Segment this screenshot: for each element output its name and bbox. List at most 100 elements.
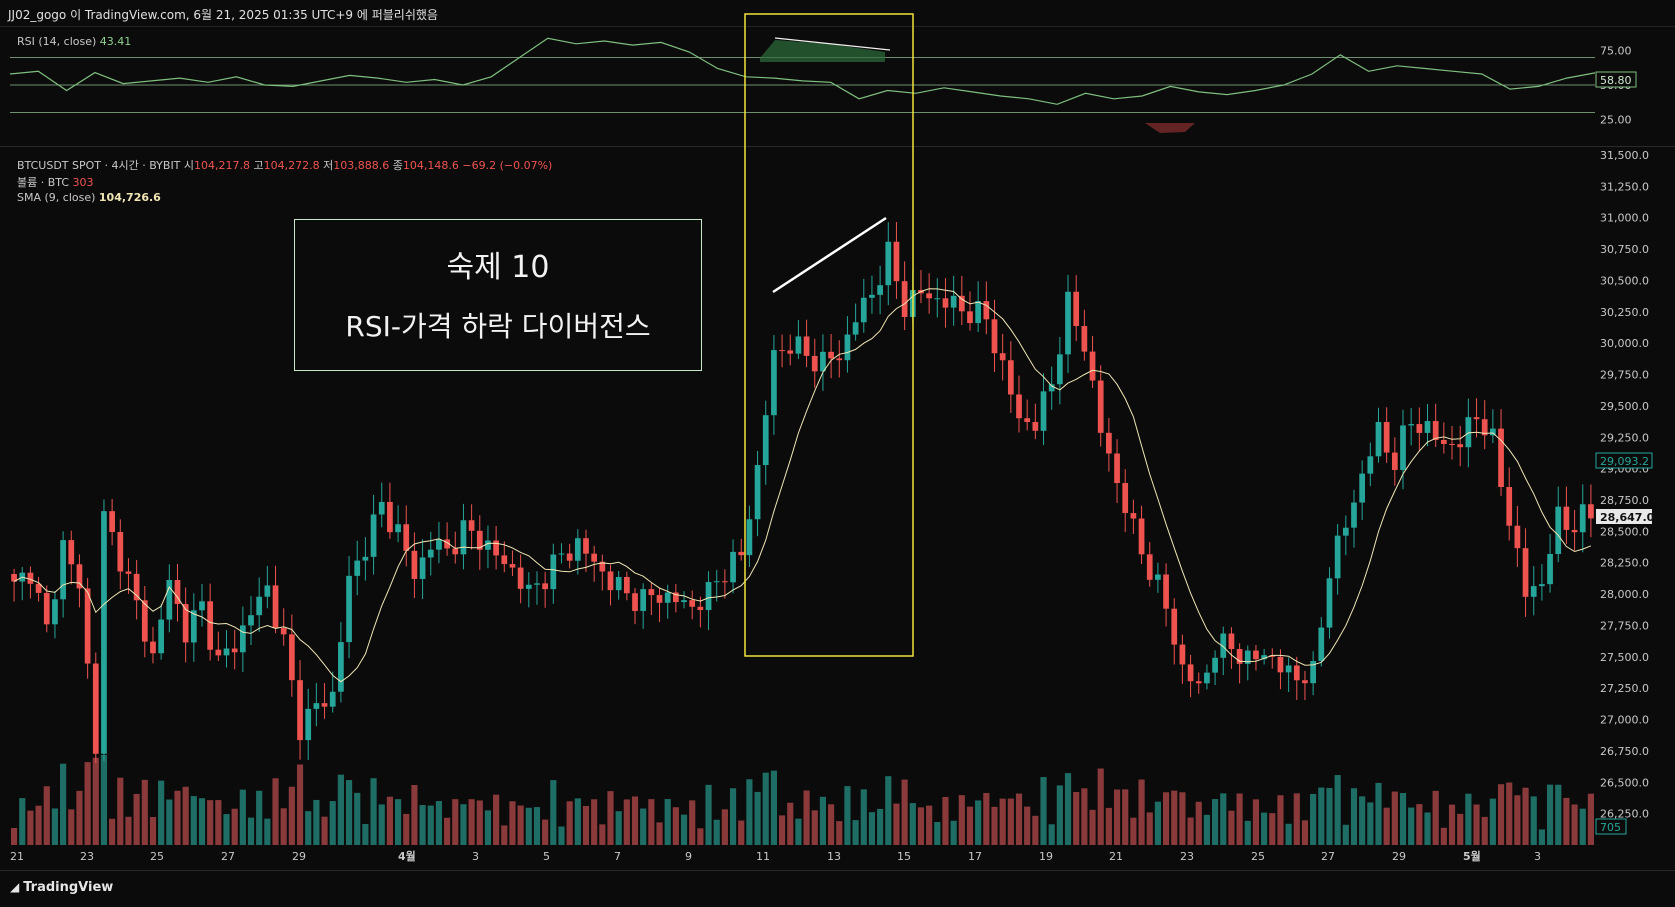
candle-body bbox=[43, 592, 50, 625]
price-y-tick: 26,250.0 bbox=[1600, 808, 1649, 821]
candle-body bbox=[264, 585, 271, 597]
volume-bar bbox=[672, 807, 679, 845]
rsi-y-tick: 25.00 bbox=[1600, 113, 1632, 126]
candle-body bbox=[1065, 291, 1071, 355]
volume-bar bbox=[125, 816, 132, 845]
candle-body bbox=[1457, 444, 1464, 448]
annotation-box[interactable]: 숙제 10 RSI-가격 하락 다이버전스 bbox=[294, 219, 702, 371]
volume-bar bbox=[1261, 812, 1268, 845]
price-y-tick: 26,500.0 bbox=[1600, 776, 1649, 789]
candle-body bbox=[321, 703, 328, 707]
candle-body bbox=[117, 532, 124, 572]
candle-body bbox=[803, 336, 810, 356]
divergence-highlight-box bbox=[744, 13, 914, 657]
candle-body bbox=[958, 295, 965, 312]
tradingview-brand-label: TradingView bbox=[23, 880, 114, 895]
low-label: 저 bbox=[323, 159, 334, 172]
rsi-last-value-box bbox=[1595, 71, 1637, 88]
candle-body bbox=[1367, 456, 1374, 474]
volume-bar bbox=[1301, 820, 1309, 845]
volume-bar bbox=[378, 804, 385, 845]
rsi-last-value-label: 58.80 bbox=[1600, 74, 1632, 87]
volume-bar bbox=[60, 763, 67, 845]
volume-bar bbox=[370, 778, 377, 845]
volume-bar bbox=[264, 818, 271, 845]
volume-bar bbox=[958, 795, 965, 845]
candle-body bbox=[1253, 650, 1259, 660]
candle-body bbox=[468, 520, 475, 531]
volume-bar bbox=[1064, 773, 1072, 845]
volume-bar bbox=[215, 800, 222, 845]
candle-body bbox=[517, 567, 524, 589]
price-y-tick: 26,750.0 bbox=[1600, 745, 1649, 758]
volume-bar bbox=[1236, 793, 1243, 845]
candle-body bbox=[926, 293, 932, 299]
publish-header: JJ02_gogo 이 TradingView.com, 6월 21, 2025… bbox=[8, 8, 438, 22]
volume-bar bbox=[100, 755, 108, 845]
candle-body bbox=[133, 573, 140, 601]
x-axis-tick: 3 bbox=[472, 850, 479, 863]
candle-body bbox=[1106, 432, 1112, 454]
volume-bar bbox=[329, 801, 336, 845]
x-axis-divider bbox=[0, 870, 1675, 871]
candle-body bbox=[215, 649, 222, 656]
candle-body bbox=[558, 553, 565, 555]
volume-bar bbox=[1334, 775, 1341, 845]
volume-bar bbox=[1391, 791, 1398, 845]
candle-body bbox=[934, 298, 941, 300]
candle-body bbox=[1383, 422, 1390, 453]
x-axis-tick: 23 bbox=[80, 850, 94, 863]
candle-body bbox=[27, 572, 34, 584]
volume-bar bbox=[1342, 824, 1349, 845]
volume-bar bbox=[1285, 823, 1292, 845]
candle-body bbox=[648, 589, 655, 596]
volume-bar bbox=[770, 770, 777, 845]
candle-body bbox=[190, 610, 197, 643]
candle-body bbox=[289, 634, 295, 681]
volume-bar bbox=[419, 805, 426, 845]
change-value: −69.2 (−0.07%) bbox=[462, 159, 553, 172]
candle-body bbox=[256, 596, 263, 616]
price-y-tick: 28,000.0 bbox=[1600, 588, 1649, 601]
candle-body bbox=[950, 295, 957, 308]
volume-bar bbox=[1073, 791, 1080, 845]
candle-body bbox=[673, 592, 679, 603]
rsi-line bbox=[9, 37, 1596, 105]
candle-body bbox=[1424, 421, 1431, 433]
volume-bar bbox=[1465, 793, 1472, 845]
symbol-name[interactable]: BTCUSDT SPOT · 4시간 · BYBIT bbox=[17, 159, 181, 172]
volume-bar bbox=[631, 796, 639, 845]
volume-bar bbox=[811, 810, 818, 845]
candle-body bbox=[1318, 627, 1325, 662]
volume-bar bbox=[582, 805, 590, 845]
volume-bar bbox=[1432, 790, 1439, 845]
candle-body bbox=[542, 583, 549, 590]
tradingview-brand[interactable]: ◢ TradingView bbox=[10, 880, 113, 895]
candle-body bbox=[1440, 439, 1447, 444]
x-axis-tick: 5월 bbox=[1463, 849, 1481, 863]
x-axis-tick: 23 bbox=[1180, 850, 1194, 863]
volume-bar bbox=[403, 813, 410, 845]
candle-body bbox=[615, 576, 622, 591]
volume-bar bbox=[1530, 796, 1537, 845]
candle-body bbox=[313, 703, 320, 709]
candle-body bbox=[1244, 650, 1251, 664]
candle-body bbox=[967, 311, 973, 324]
candle-body bbox=[746, 519, 753, 556]
candle-body bbox=[1122, 483, 1129, 514]
volume-bar bbox=[239, 789, 246, 845]
tradingview-logo-icon: ◢ bbox=[10, 880, 20, 894]
candle-body bbox=[697, 606, 704, 611]
candle-body bbox=[623, 576, 630, 594]
candle-body bbox=[1171, 608, 1178, 645]
candle-body bbox=[1269, 655, 1276, 657]
volume-bar bbox=[1154, 801, 1161, 845]
candle-body bbox=[1326, 578, 1333, 628]
volume-bar bbox=[1024, 806, 1031, 845]
volume-bar bbox=[272, 778, 279, 845]
volume-bar bbox=[1171, 790, 1178, 845]
volume-bar bbox=[1555, 784, 1562, 845]
volume-bar bbox=[337, 774, 344, 845]
volume-bar bbox=[648, 799, 655, 845]
